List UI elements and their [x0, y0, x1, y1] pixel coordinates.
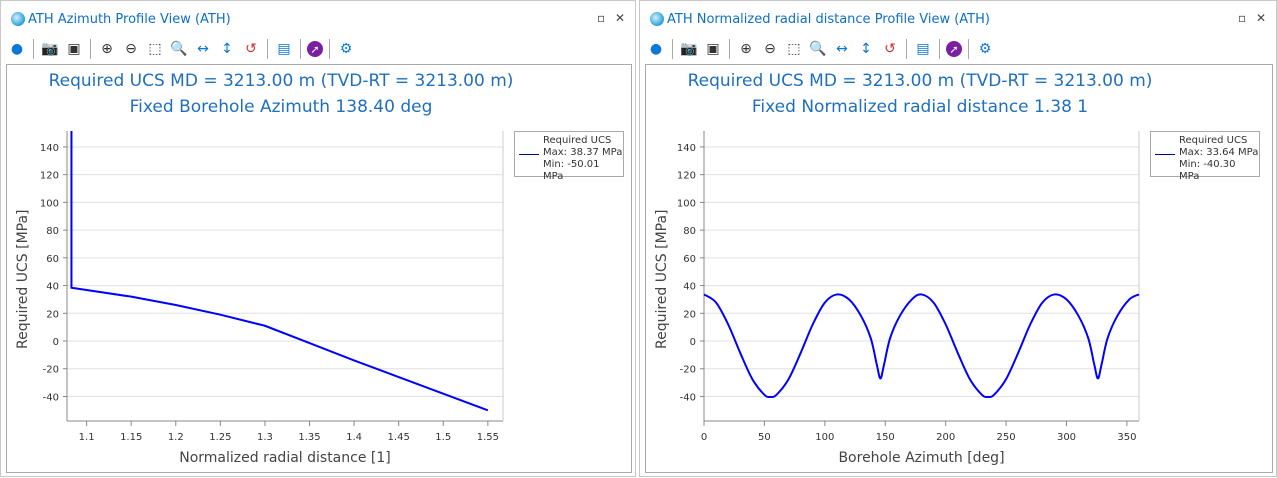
title-bar: ATH Normalized radial distance Profile V…	[640, 1, 1276, 37]
zoom-in-icon[interactable]: ⊕	[101, 41, 113, 57]
toolbar: ● 📷 ▣ ⊕ ⊖ ⬚ 🔍 ↔ ↕ ↺ ▤ ➚ ⚙	[7, 37, 356, 61]
toolbar-separator	[329, 39, 330, 59]
toolbar-separator	[939, 39, 940, 59]
camera-icon[interactable]: 📷	[41, 41, 59, 57]
save-image-icon[interactable]: ▣	[706, 41, 720, 57]
legend-max: Max: 33.64 MPa	[1179, 147, 1259, 158]
close-button[interactable]: ✕	[615, 11, 626, 25]
zoom-reset-icon[interactable]: ↺	[884, 41, 896, 57]
chart-title-line2: Fixed Borehole Azimuth 138.40 deg	[129, 97, 433, 117]
close-button[interactable]: ✕	[1256, 11, 1267, 25]
zoom-in-icon[interactable]: ⊕	[740, 41, 752, 57]
fit-y-icon[interactable]: ↕	[221, 41, 233, 57]
export-icon[interactable]: ➚	[307, 41, 323, 57]
clipboard-icon[interactable]: ▤	[916, 41, 930, 57]
azimuth-profile-panel: ATH Azimuth Profile View (ATH) ▫ ✕ ● 📷 ▣ ⊕ ⊖…	[0, 0, 636, 477]
export-icon[interactable]: ➚	[946, 41, 962, 57]
toolbar-separator	[968, 39, 969, 59]
fit-x-icon[interactable]: ↔	[836, 41, 848, 57]
zoom-box-icon[interactable]: ⬚	[787, 41, 801, 57]
legend-line-swatch	[519, 154, 539, 155]
chart-legend: Required UCS Max: 38.37 MPa Min: -50.01 …	[514, 131, 624, 182]
toolbar-separator	[90, 39, 91, 59]
pin-icon[interactable]: ●	[649, 41, 663, 57]
legend-min: Min: -40.30 MPa	[1179, 159, 1236, 182]
legend-series-name: Required UCS	[543, 135, 612, 146]
zoom-box-icon[interactable]: ⬚	[148, 41, 162, 57]
window-title: ATH Azimuth Profile View (ATH)	[28, 11, 231, 27]
chart-title-line1: Required UCS MD = 3213.00 m (TVD-RT = 32…	[687, 71, 1153, 91]
chart-frame	[645, 64, 1273, 473]
save-image-icon[interactable]: ▣	[67, 41, 81, 57]
fit-y-icon[interactable]: ↕	[860, 41, 872, 57]
legend-series-name: Required UCS	[1179, 135, 1248, 146]
window-title: ATH Normalized radial distance Profile V…	[667, 11, 990, 27]
chart-frame	[6, 64, 632, 473]
radial-distance-profile-panel: ATH Normalized radial distance Profile V…	[639, 0, 1277, 477]
chart-legend: Required UCS Max: 33.64 MPa Min: -40.30 …	[1150, 131, 1260, 182]
settings-icon[interactable]: ⚙	[978, 41, 992, 57]
y-axis-label: Required UCS [MPa]	[654, 209, 670, 349]
zoom-out-icon[interactable]: ⊖	[125, 41, 137, 57]
legend-max: Max: 38.37 MPa	[543, 147, 623, 158]
fit-x-icon[interactable]: ↔	[197, 41, 209, 57]
toolbar-separator	[33, 39, 34, 59]
legend-line-swatch	[1155, 154, 1175, 155]
app-logo-icon	[11, 12, 25, 26]
clipboard-icon[interactable]: ▤	[277, 41, 291, 57]
zoom-reset-icon[interactable]: ↺	[245, 41, 257, 57]
toolbar-separator	[300, 39, 301, 59]
x-axis-label: Normalized radial distance [1]	[179, 450, 391, 466]
zoom-magnify-icon[interactable]: 🔍	[809, 41, 827, 57]
title-bar: ATH Azimuth Profile View (ATH)	[1, 1, 635, 37]
camera-icon[interactable]: 📷	[680, 41, 698, 57]
x-axis-label: Borehole Azimuth [deg]	[838, 450, 1005, 466]
app-logo-icon	[650, 12, 664, 26]
maximize-button[interactable]: ▫	[1238, 11, 1247, 25]
zoom-magnify-icon[interactable]: 🔍	[170, 41, 188, 57]
toolbar-separator	[906, 39, 907, 59]
toolbar-separator	[672, 39, 673, 59]
toolbar-separator	[267, 39, 268, 59]
settings-icon[interactable]: ⚙	[339, 41, 353, 57]
y-axis-label: Required UCS [MPa]	[15, 209, 31, 349]
pin-icon[interactable]: ●	[10, 41, 24, 57]
toolbar: ● 📷 ▣ ⊕ ⊖ ⬚ 🔍 ↔ ↕ ↺ ▤ ➚ ⚙	[646, 37, 995, 61]
legend-min: Min: -50.01 MPa	[543, 159, 600, 182]
maximize-button[interactable]: ▫	[597, 11, 606, 25]
toolbar-separator	[729, 39, 730, 59]
chart-title-line1: Required UCS MD = 3213.00 m (TVD-RT = 32…	[48, 71, 514, 91]
zoom-out-icon[interactable]: ⊖	[764, 41, 776, 57]
chart-title-line2: Fixed Normalized radial distance 1.38 1	[751, 97, 1089, 117]
